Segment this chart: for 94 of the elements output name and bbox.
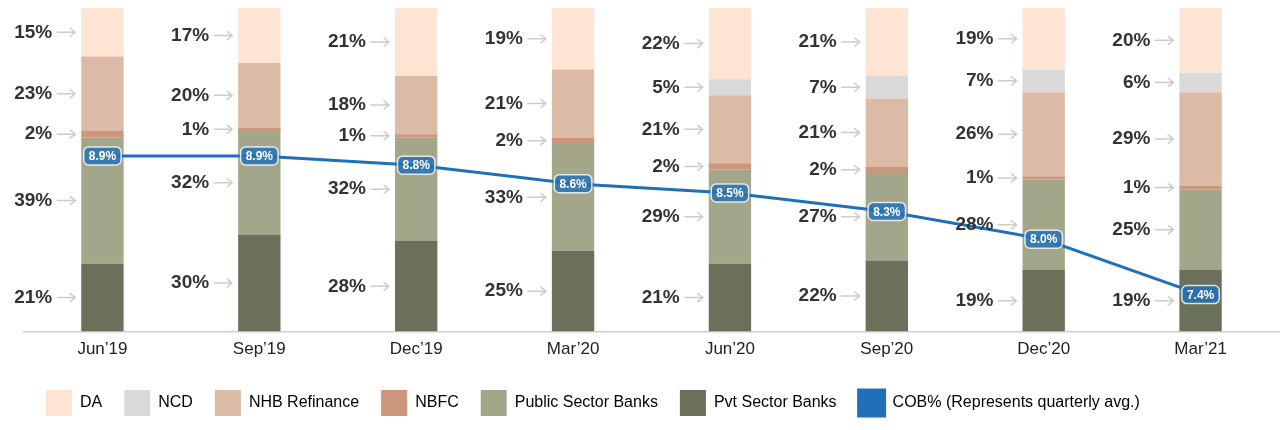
- data-label: 21%: [327, 30, 367, 52]
- bar: [81, 130, 124, 138]
- data-label: 21%: [798, 120, 837, 142]
- data-label: 23%: [14, 81, 53, 103]
- data-label: 29%: [641, 204, 680, 226]
- data-label: 25%: [1112, 217, 1151, 239]
- data-label: 32%: [327, 177, 367, 199]
- data-label: 6%: [1122, 70, 1151, 92]
- bar: [1022, 176, 1065, 180]
- bar: [865, 166, 908, 174]
- bar: [1179, 185, 1222, 190]
- bar: [1022, 69, 1065, 93]
- data-label: 7%: [966, 69, 994, 91]
- bar: [81, 8, 124, 57]
- bar: [865, 8, 908, 76]
- data-label: 30%: [171, 271, 210, 293]
- bar: [238, 8, 281, 64]
- x-tick-label: Jun’19: [77, 339, 128, 359]
- x-tick-label: Sep’20: [860, 339, 914, 359]
- bar: [1022, 270, 1065, 332]
- data-label: 20%: [1112, 28, 1151, 50]
- x-tick-label: Dec’20: [1017, 339, 1071, 359]
- data-label: 15%: [14, 20, 53, 42]
- data-label: 2%: [652, 154, 680, 176]
- data-label: 5%: [652, 75, 680, 97]
- bar: [395, 240, 438, 332]
- data-label: 22%: [641, 31, 680, 53]
- bar: [708, 163, 752, 170]
- data-label: 1%: [1122, 175, 1151, 197]
- x-tick-label: Sep’19: [232, 339, 286, 359]
- data-label: 21%: [798, 30, 837, 52]
- bar: [708, 8, 752, 80]
- bar: [395, 134, 438, 138]
- data-label: 18%: [327, 93, 367, 115]
- data-label: 26%: [955, 122, 994, 144]
- data-label: 1%: [966, 166, 994, 188]
- bar: [865, 75, 908, 99]
- data-label: 25%: [484, 279, 523, 301]
- data-label: 33%: [484, 185, 523, 207]
- legend-label: Pvt Sector Banks: [713, 393, 837, 411]
- bar: [865, 260, 908, 332]
- data-label: 1%: [181, 117, 210, 139]
- bar: [395, 75, 438, 135]
- data-label: 21%: [484, 91, 523, 113]
- bar: [1022, 8, 1065, 70]
- data-label: 17%: [171, 23, 210, 45]
- data-label: 21%: [14, 285, 53, 307]
- data-label: 28%: [327, 274, 367, 296]
- legend-label: NBFC: [415, 393, 459, 411]
- legend-label: NCD: [158, 393, 193, 411]
- bar: [708, 95, 752, 164]
- bar: [1179, 92, 1222, 186]
- bar: [1179, 189, 1222, 271]
- data-label: 21%: [641, 117, 680, 139]
- bar: [865, 98, 908, 167]
- bar: [551, 137, 595, 144]
- bar: [81, 263, 124, 332]
- bar: [395, 8, 438, 76]
- data-label: 19%: [484, 26, 523, 48]
- x-tick-label: Mar’21: [1174, 339, 1227, 359]
- data-label: 7%: [809, 75, 837, 97]
- data-label: 2%: [24, 122, 53, 144]
- bar: [238, 234, 281, 332]
- data-label: 20%: [171, 83, 210, 105]
- data-label: 32%: [171, 170, 210, 192]
- legend-label: NHB Refinance: [248, 393, 360, 411]
- x-tick-label: Jun’20: [704, 339, 755, 359]
- data-label: 2%: [809, 158, 837, 180]
- x-tick-label: Mar’20: [546, 339, 600, 359]
- data-label: 39%: [14, 188, 53, 210]
- bar: [1179, 8, 1222, 73]
- bar: [551, 69, 595, 138]
- data-label: 21%: [641, 285, 680, 307]
- data-label: 1%: [338, 124, 367, 146]
- data-label: 2%: [495, 128, 523, 150]
- data-label: 19%: [955, 289, 994, 311]
- data-label: 27%: [798, 204, 837, 226]
- bar: [708, 79, 752, 96]
- bar: [1022, 92, 1065, 177]
- data-label: 19%: [1112, 289, 1151, 311]
- legend-label: Public Sector Banks: [514, 393, 658, 411]
- bar: [551, 250, 595, 332]
- bar: [1179, 72, 1222, 93]
- bar: [238, 63, 281, 128]
- data-label: 19%: [955, 26, 994, 48]
- bar: [81, 56, 124, 131]
- bar: [238, 127, 281, 131]
- data-label: 22%: [798, 284, 837, 306]
- bar: [551, 8, 595, 70]
- bar: [708, 263, 752, 332]
- legend-label: DA: [80, 393, 103, 411]
- legend-label: COB% (Represents quarterly avg.): [892, 393, 1140, 411]
- data-label: 29%: [1112, 127, 1151, 149]
- x-tick-label: Dec’19: [389, 339, 443, 359]
